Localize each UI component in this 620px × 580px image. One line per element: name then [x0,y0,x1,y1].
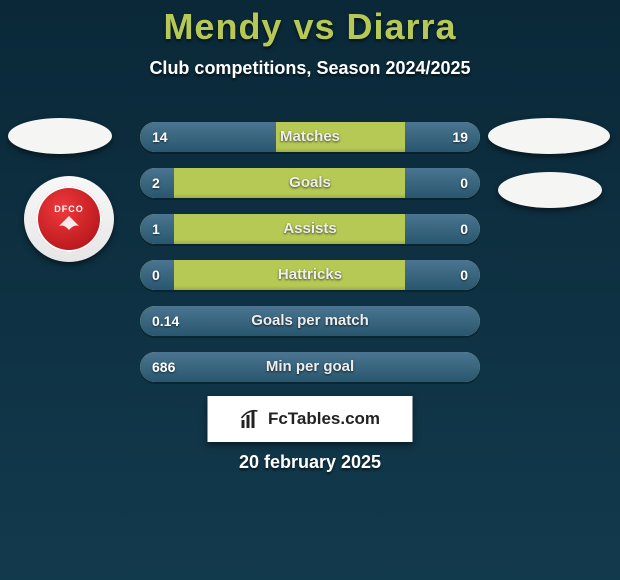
stat-value-left: 0.14 [152,306,179,336]
stat-value-left: 0 [152,260,160,290]
page-subtitle: Club competitions, Season 2024/2025 [0,58,620,79]
stat-row: Goals2 0 [140,168,480,198]
stat-value-right: 0 [460,168,468,198]
stat-label: Min per goal [140,352,480,382]
stat-row: Matches14 19 [140,122,480,152]
stat-row: Goals per match0.14 [140,306,480,336]
player-ellipse-top-right [488,118,610,154]
stat-label: Matches [140,122,480,152]
stats-bars: Matches1419Goals20Assists10Hattricks00Go… [140,122,480,398]
date-text: 20 february 2025 [0,452,620,473]
stat-label: Goals [140,168,480,198]
stat-value-left: 14 [152,122,168,152]
stat-value-right: 0 [460,260,468,290]
player-ellipse-top-left [8,118,112,154]
stat-label: Hattricks [140,260,480,290]
stat-row: Assists1 0 [140,214,480,244]
page-title: Mendy vs Diarra [0,0,620,48]
club-badge-label: DFCO [54,204,84,214]
stat-label: Goals per match [140,306,480,336]
bar-chart-icon [240,408,262,430]
brand-box[interactable]: FcTables.com [208,396,413,442]
stat-row: Hattricks0 0 [140,260,480,290]
club-badge-inner: DFCO [36,186,102,252]
player-ellipse-mid-right [498,172,602,208]
club-badge: DFCO [24,176,114,262]
stat-value-right: 19 [452,122,468,152]
eagle-icon [56,214,82,234]
stat-value-left: 686 [152,352,175,382]
stat-row: Min per goal686 [140,352,480,382]
comparison-card: Mendy vs Diarra Club competitions, Seaso… [0,0,620,580]
stat-value-left: 1 [152,214,160,244]
stat-label: Assists [140,214,480,244]
stat-value-right: 0 [460,214,468,244]
stat-value-left: 2 [152,168,160,198]
brand-text: FcTables.com [268,409,380,429]
